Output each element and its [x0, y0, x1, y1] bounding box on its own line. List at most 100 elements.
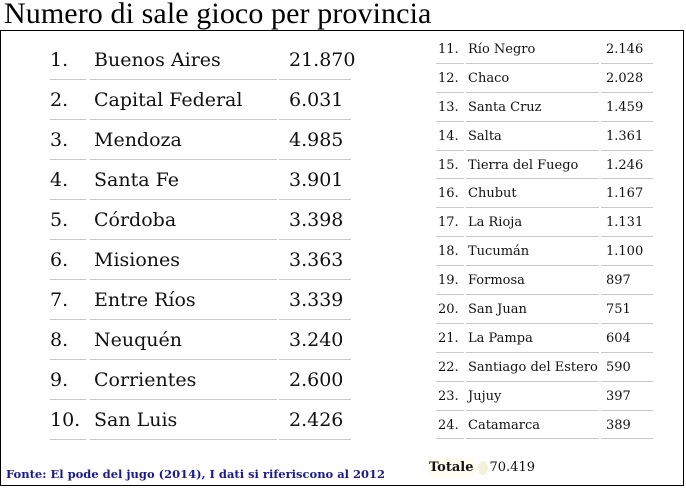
total-value: 70.419	[489, 460, 536, 475]
province-name: Buenos Aires	[94, 49, 221, 71]
province-name: San Juan	[468, 301, 527, 317]
province-name: Capital Federal	[94, 89, 243, 111]
table-row: 23. Jujuy 397	[436, 382, 655, 411]
province-value: 1.459	[606, 99, 644, 115]
province-value: 2.146	[606, 41, 644, 57]
table-row: 14. Salta 1.361	[436, 122, 655, 151]
province-name: Santa Fe	[94, 169, 179, 191]
row-divider	[436, 62, 464, 64]
province-name: Tierra del Fuego	[468, 157, 579, 173]
row-divider	[466, 265, 599, 267]
table-row: 8. Neuquén 3.240	[48, 320, 355, 360]
row-divider	[436, 207, 464, 209]
row-divider	[50, 79, 86, 80]
province-rank: 5.	[50, 209, 69, 231]
table-row: 24. Catamarca 389	[436, 411, 655, 440]
row-divider	[279, 239, 351, 240]
row-divider	[436, 322, 464, 324]
row-divider	[50, 239, 86, 240]
row-divider	[50, 199, 86, 200]
row-divider	[90, 79, 277, 80]
row-divider	[436, 380, 464, 382]
row-divider	[279, 439, 351, 440]
province-value: 2.600	[289, 369, 344, 391]
row-divider	[601, 91, 653, 93]
ranking-table-left: 1. Buenos Aires 21.870 2. Capital Federal 6.0…	[48, 40, 355, 440]
province-value: 590	[606, 359, 631, 375]
province-value: 604	[606, 330, 631, 346]
province-name: Salta	[468, 128, 502, 144]
row-divider	[90, 159, 277, 160]
table-row: 18. Tucumán 1.100	[436, 237, 655, 267]
row-divider	[601, 62, 653, 64]
province-value: 1.246	[606, 157, 644, 173]
row-divider	[436, 294, 464, 296]
row-divider	[601, 438, 653, 440]
table-row: 21. La Pampa 604	[436, 324, 655, 353]
row-divider	[90, 359, 277, 360]
table-row: 7. Entre Ríos 3.339	[48, 280, 355, 320]
row-divider	[601, 265, 653, 267]
source-note: Fonte: El pode del jugo (2014), I dati s…	[6, 467, 386, 481]
table-row: 5. Córdoba 3.398	[48, 200, 355, 240]
ranking-table-right: 11. Río Negro 2.146 12. Chaco 2.028 13. Santa C…	[436, 35, 655, 440]
row-divider	[601, 294, 653, 296]
table-row: 20. San Juan 751	[436, 295, 655, 324]
province-name: Formosa	[468, 273, 525, 289]
row-divider	[50, 439, 86, 440]
province-rank: 16.	[438, 186, 459, 202]
province-rank: 21.	[438, 330, 459, 346]
row-divider	[279, 159, 351, 160]
province-rank: 23.	[438, 388, 459, 404]
province-rank: 13.	[438, 99, 459, 115]
province-value: 389	[606, 417, 631, 433]
province-value: 4.985	[289, 129, 344, 151]
province-name: Corrientes	[94, 369, 197, 391]
province-rank: 11.	[438, 41, 459, 57]
table-row: 6. Misiones 3.363	[48, 240, 355, 280]
province-value: 6.031	[289, 89, 344, 111]
row-divider	[601, 207, 653, 209]
province-rank: 17.	[438, 215, 459, 231]
province-rank: 24.	[438, 417, 459, 433]
province-name: Catamarca	[468, 417, 540, 433]
table-row: 4. Santa Fe 3.901	[48, 160, 355, 200]
province-rank: 22.	[438, 359, 459, 375]
row-divider	[436, 438, 464, 440]
row-divider	[436, 120, 464, 122]
row-divider	[466, 91, 599, 93]
table-row: 10. San Luis 2.426	[48, 400, 355, 440]
province-value: 1.167	[606, 186, 644, 202]
total-box: Totale 70.419	[427, 458, 535, 477]
row-divider	[601, 351, 653, 353]
province-name: Chubut	[468, 186, 517, 202]
row-divider	[466, 351, 599, 353]
province-value: 2.028	[606, 70, 644, 86]
table-row: 12. Chaco 2.028	[436, 64, 655, 93]
table-row: 9. Corrientes 2.600	[48, 360, 355, 400]
row-divider	[466, 438, 599, 440]
table-row: 19. Formosa 897	[436, 266, 655, 296]
province-rank: 8.	[50, 329, 69, 351]
row-divider	[50, 159, 86, 160]
row-divider	[50, 319, 86, 320]
row-divider	[50, 399, 86, 400]
table-row: 11. Río Negro 2.146	[436, 35, 655, 64]
row-divider	[466, 207, 599, 209]
province-value: 1.131	[606, 215, 644, 231]
row-divider	[90, 439, 277, 440]
row-divider	[601, 236, 653, 238]
province-name: Chaco	[468, 70, 510, 86]
row-divider	[279, 399, 351, 400]
page-title: Numero di sale gioco per provincia	[4, 0, 432, 30]
province-rank: 18.	[438, 244, 459, 260]
table-row: 2. Capital Federal 6.031	[48, 80, 355, 120]
row-divider	[601, 149, 653, 151]
table-row: 16. Chubut 1.167	[436, 179, 655, 209]
province-value: 1.100	[606, 244, 644, 260]
row-divider	[279, 319, 351, 320]
province-value: 897	[606, 273, 631, 289]
row-divider	[90, 239, 277, 240]
province-name: Misiones	[94, 249, 181, 271]
province-rank: 2.	[50, 89, 69, 111]
